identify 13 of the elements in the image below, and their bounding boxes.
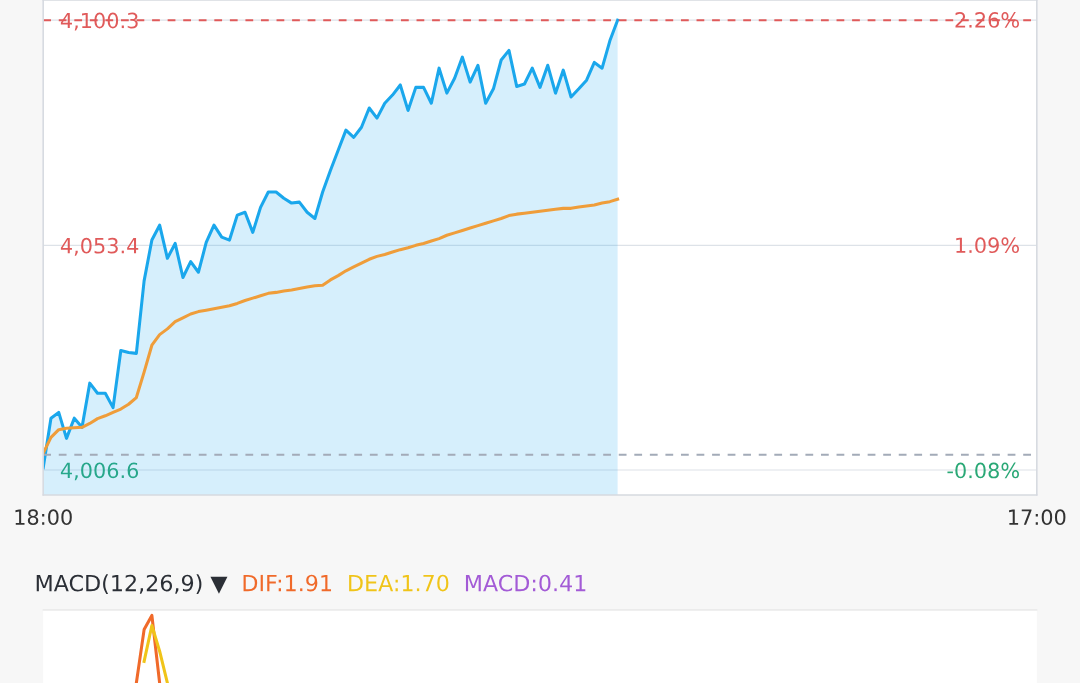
x-tick-label: 18:00	[15, 509, 72, 526]
y2-tick-label: 2.26%	[955, 12, 1019, 28]
text: DEA:1.70	[349, 574, 449, 592]
text: DIF:1.91	[243, 574, 332, 592]
y-tick-label: 4,053.4	[60, 237, 139, 256]
y-tick-label: 4,006.6	[60, 462, 139, 481]
legend-label: MACD:0.41	[465, 574, 586, 592]
x-tick-label: 17:00	[1009, 509, 1066, 526]
y2-tick-label: -0.08%	[947, 462, 1019, 479]
y2-tick-label: 1.09%	[956, 237, 1019, 254]
line-series	[43, 197, 620, 455]
y-tick-label: 4,100.3	[60, 12, 138, 31]
chart-title: MACD(12,26,9) ▼	[36, 574, 228, 595]
